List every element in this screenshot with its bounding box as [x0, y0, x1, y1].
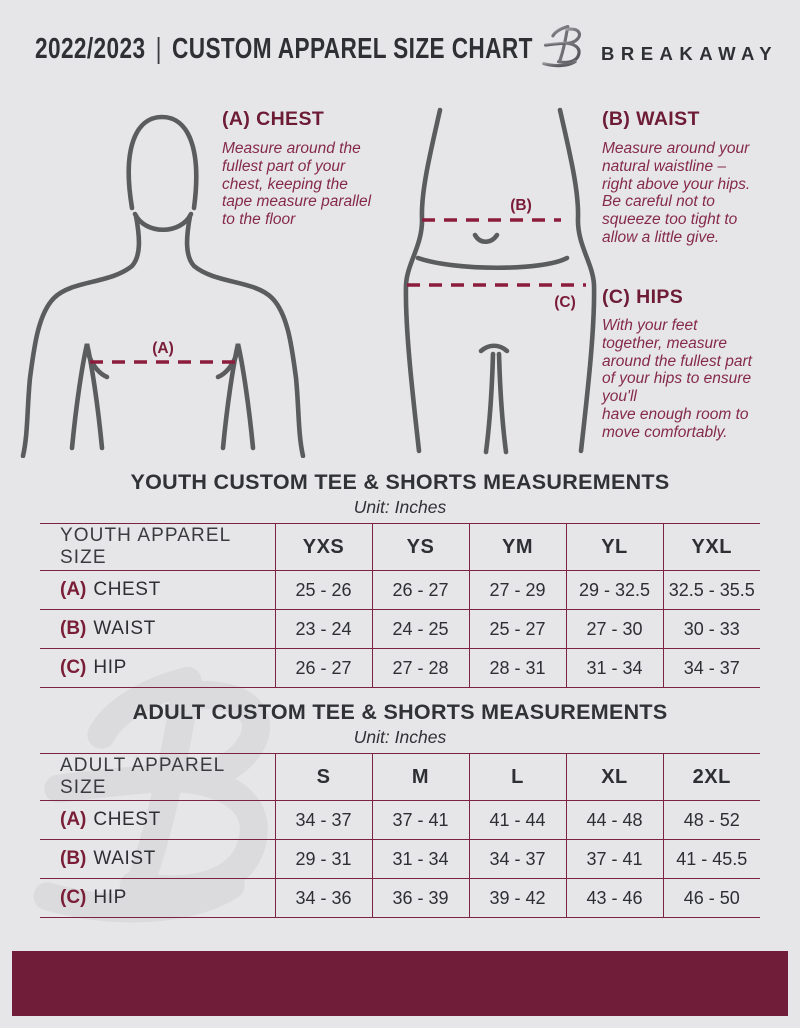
row-name: CHEST: [93, 579, 161, 600]
upper-body-figure: (A): [20, 114, 306, 458]
table-cell: 34 - 37: [468, 839, 567, 879]
youth-size-col: YS: [371, 523, 470, 571]
brand-name: BREAKAWAY: [601, 43, 779, 64]
row-prefix: (A): [60, 579, 87, 600]
title-text: CUSTOM APPAREL SIZE CHART: [171, 33, 533, 65]
table-cell: 41 - 44: [468, 800, 567, 840]
adult-section-title: ADULT CUSTOM TEE & SHORTS MEASUREMENTS: [132, 700, 668, 724]
table-cell: 32.5 - 35.5: [662, 570, 760, 610]
table-cell: 25 - 26: [274, 570, 373, 610]
youth-section-subtitle: Unit: Inches: [353, 497, 447, 517]
waist-guide-heading: (B) WAIST: [602, 108, 700, 130]
breakaway-b-logo-icon: [542, 25, 581, 68]
youth-chest-row: (A) CHEST 25 - 26 26 - 27 27 - 29 29 - 32…: [40, 570, 760, 610]
table-cell: 39 - 42: [468, 878, 567, 918]
row-name: WAIST: [93, 618, 156, 639]
row-name: CHEST: [93, 809, 161, 830]
table-cell: 34 - 37: [274, 800, 373, 840]
footer-accent-bar: [12, 951, 788, 1016]
row-prefix: (B): [60, 848, 87, 869]
youth-size-table: YOUTH APPAREL SIZE YXS YS YM YL YXL (A) C…: [40, 523, 760, 688]
table-cell: 48 - 52: [662, 800, 760, 840]
chest-guide-heading: (A) CHEST: [222, 108, 325, 130]
adult-size-col: 2XL: [662, 753, 760, 801]
table-cell: 37 - 41: [565, 839, 664, 879]
chest-guide-text: Measure around the fullest part of your …: [222, 140, 372, 229]
chest-marker-label: (A): [152, 340, 174, 357]
row-name: HIP: [93, 887, 127, 908]
adult-table-header-row: ADULT APPAREL SIZE S M L XL 2XL: [40, 753, 760, 801]
table-cell: 27 - 30: [565, 609, 664, 649]
adult-size-col: S: [274, 753, 373, 801]
lower-body-figure: (B) (C): [403, 107, 597, 455]
row-name: HIP: [93, 657, 127, 678]
youth-section-title: YOUTH CUSTOM TEE & SHORTS MEASUREMENTS: [130, 470, 670, 494]
table-cell: 29 - 32.5: [565, 570, 664, 610]
table-cell: 29 - 31: [274, 839, 373, 879]
youth-size-col: YM: [468, 523, 567, 571]
youth-hip-row: (C) HIP 26 - 27 27 - 28 28 - 31 31 - 34 3…: [40, 648, 760, 688]
table-cell: 37 - 41: [371, 800, 470, 840]
table-cell: 27 - 29: [468, 570, 567, 610]
adult-size-label: ADULT APPAREL SIZE: [40, 753, 276, 801]
table-cell: 34 - 37: [662, 648, 760, 688]
row-prefix: (A): [60, 809, 87, 830]
table-cell: 24 - 25: [371, 609, 470, 649]
row-name: WAIST: [93, 848, 156, 869]
youth-size-col: YXL: [662, 523, 760, 571]
table-cell: 31 - 34: [371, 839, 470, 879]
table-cell: 46 - 50: [662, 878, 760, 918]
page-title: 2022/2023 | CUSTOM APPAREL SIZE CHART: [35, 33, 533, 66]
adult-section-subtitle: Unit: Inches: [353, 727, 447, 747]
adult-chest-row: (A) CHEST 34 - 37 37 - 41 41 - 44 44 - 48…: [40, 800, 760, 840]
youth-size-col: YL: [565, 523, 664, 571]
table-cell: 36 - 39: [371, 878, 470, 918]
table-cell: 43 - 46: [565, 878, 664, 918]
table-cell: 44 - 48: [565, 800, 664, 840]
adult-size-col: L: [468, 753, 567, 801]
table-cell: 26 - 27: [274, 648, 373, 688]
youth-table-header-row: YOUTH APPAREL SIZE YXS YS YM YL YXL: [40, 523, 760, 571]
waist-guide-text: Measure around your natural waistline – …: [602, 140, 751, 246]
table-cell: 23 - 24: [274, 609, 373, 649]
table-cell: 30 - 33: [662, 609, 760, 649]
row-prefix: (B): [60, 618, 87, 639]
table-cell: 28 - 31: [468, 648, 567, 688]
table-cell: 41 - 45.5: [662, 839, 760, 879]
hips-guide-heading: (C) HIPS: [602, 286, 684, 308]
hips-guide-text: With your feet together, measure around …: [602, 317, 752, 441]
adult-size-col: M: [371, 753, 470, 801]
waist-marker-label: (B): [510, 197, 532, 214]
table-cell: 34 - 36: [274, 878, 373, 918]
hip-marker-label: (C): [554, 294, 576, 311]
row-prefix: (C): [60, 887, 87, 908]
adult-size-table: ADULT APPAREL SIZE S M L XL 2XL (A) CHEST…: [40, 753, 760, 918]
title-divider: |: [155, 33, 162, 65]
row-prefix: (C): [60, 657, 87, 678]
table-cell: 27 - 28: [371, 648, 470, 688]
youth-waist-row: (B) WAIST 23 - 24 24 - 25 25 - 27 27 - 30…: [40, 609, 760, 649]
youth-size-label: YOUTH APPAREL SIZE: [40, 523, 276, 571]
title-season: 2022/2023: [35, 33, 146, 65]
adult-size-col: XL: [565, 753, 664, 801]
adult-hip-row: (C) HIP 34 - 36 36 - 39 39 - 42 43 - 46 4…: [40, 878, 760, 918]
youth-size-col: YXS: [274, 523, 373, 571]
adult-waist-row: (B) WAIST 29 - 31 31 - 34 34 - 37 37 - 41…: [40, 839, 760, 879]
table-cell: 31 - 34: [565, 648, 664, 688]
table-cell: 26 - 27: [371, 570, 470, 610]
table-cell: 25 - 27: [468, 609, 567, 649]
